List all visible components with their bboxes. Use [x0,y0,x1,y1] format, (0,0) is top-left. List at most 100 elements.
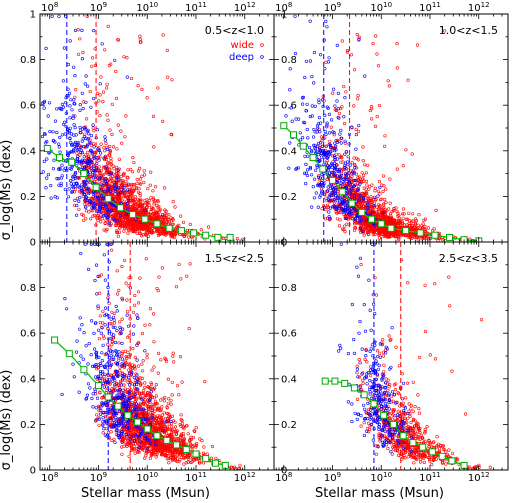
deep-point [339,141,343,145]
wide-point [114,196,119,200]
wide-point [345,183,350,188]
deep-point [354,147,358,151]
wide-point [136,221,140,225]
wide-point [143,207,147,211]
deep-point [312,81,316,85]
median-marker [56,154,63,162]
deep-point [92,96,96,101]
wide-point [103,221,107,226]
wide-point [140,234,144,238]
deep-point [288,141,292,145]
wide-point [114,69,118,74]
wide-point [366,197,371,201]
wide-point [123,135,127,139]
deep-point [345,150,349,154]
wide-point [356,97,360,101]
wide-point [149,170,153,174]
wide-point [97,212,101,216]
wide-point [367,198,371,203]
wide-point [188,222,192,226]
wide-point [141,202,145,206]
deep-point [373,223,377,227]
deep-point [326,168,330,172]
deep-point [78,103,82,107]
plot-area [280,14,483,242]
deep-point [57,142,61,146]
wide-point [108,223,113,227]
wide-point [340,39,344,43]
wide-point [90,209,95,213]
median-marker [92,183,100,191]
x-tick-label: 108 [275,1,292,14]
wide-point [132,221,136,225]
wide-point [423,228,428,232]
deep-point [64,96,68,100]
wide-point [103,149,107,153]
wide-point [131,310,136,314]
wide-point [372,197,376,201]
wide-point [332,133,336,137]
deep-point [71,150,75,154]
wide-point [110,102,114,106]
wide-point [113,175,117,179]
wide-point [139,197,143,201]
deep-point [314,168,318,172]
wide-point [163,208,167,212]
deep-point [106,186,110,190]
wide-point [377,207,381,211]
deep-point [335,168,339,172]
deep-point [92,168,96,172]
deep-point [320,172,324,176]
wide-point [138,166,142,170]
y-tick-label: 1 [281,10,287,21]
wide-point [432,227,436,231]
deep-point [320,181,324,185]
deep-point [356,188,361,192]
deep-point [316,205,320,209]
deep-point [88,199,92,204]
wide-point [179,214,183,218]
wide-point [117,288,121,293]
plot-area [40,14,245,242]
wide-point [137,204,141,208]
wide-point [126,168,130,172]
wide-point [350,174,354,178]
deep-point [313,177,317,181]
deep-point [348,191,352,195]
median-marker [329,176,336,184]
wide-point [353,163,357,167]
x-tick-label-exponent: 9 [337,1,341,9]
wide-point [377,204,381,208]
deep-point [117,192,121,196]
wide-point [140,209,144,213]
wide-point [144,224,148,228]
wide-point [127,193,131,197]
deep-point [359,218,364,222]
wide-point [345,48,350,53]
wide-point [97,165,101,169]
deep-point [324,161,329,165]
deep-point [80,188,84,193]
deep-point [125,75,129,79]
deep-point [70,108,74,112]
deep-point [326,189,330,193]
deep-point [78,130,82,135]
wide-point [356,129,361,133]
deep-point [112,217,116,221]
deep-point [304,182,308,186]
wide-point [119,211,123,215]
deep-point [72,123,76,127]
wide-point [122,195,126,199]
deep-point [327,195,331,199]
wide-point [118,196,122,200]
deep-point [89,105,93,109]
wide-point [137,396,141,400]
wide-point [123,195,127,199]
wide-point [124,114,128,118]
wide-point [376,189,381,193]
deep-point [63,132,67,136]
x-tick-label: 1011 [185,1,207,14]
deep-point [338,132,342,136]
deep-point [306,136,310,140]
wide-point [383,144,387,148]
